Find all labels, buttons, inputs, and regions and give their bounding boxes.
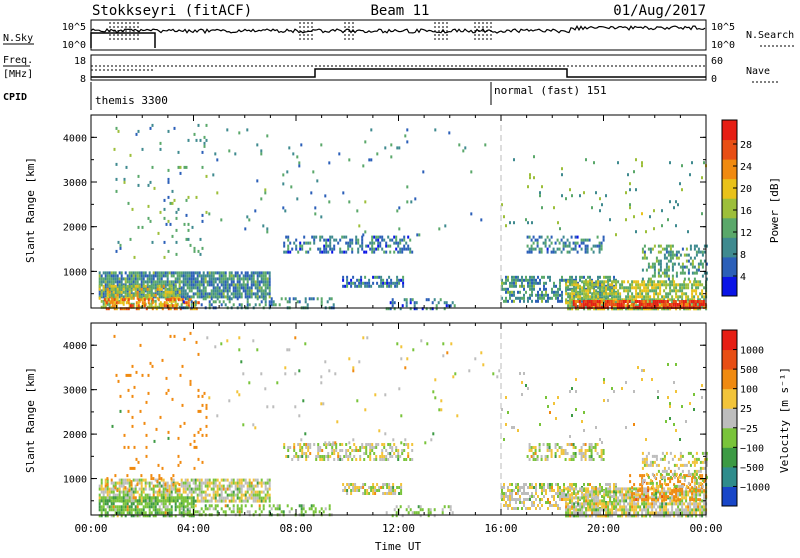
velocity-panel: 1000 2000 3000 4000 00:00 04:00 08:00 12:00 16:0…: [63, 323, 723, 535]
power-y-tick-0: 1000: [63, 267, 87, 278]
power-cbar-tick-2: 12: [740, 228, 752, 239]
velocity-cbar-swatch-4: [722, 408, 737, 428]
power-cbar-swatch-4: [722, 198, 737, 218]
nsky-trace-line: [91, 26, 705, 33]
velocity-cbar-tick-5: −100: [740, 443, 764, 454]
freq-tick-bottom: 8: [80, 74, 86, 85]
velocity-cbar-tick-0: 1000: [740, 346, 764, 357]
power-cbar-swatch-0: [722, 276, 737, 296]
freq-tick-top: 18: [74, 56, 86, 67]
power-cbar-tick-3: 16: [740, 206, 752, 217]
cpid-label: CPID: [3, 92, 27, 103]
radar-title: Stokkseyri (fitACF): [92, 3, 252, 19]
velocity-cbar-tick-1: 500: [740, 365, 758, 376]
x-tick-6: 00:00: [689, 522, 722, 535]
nave-tick-top: 60: [711, 56, 723, 67]
power-cbar-tick-6: 28: [740, 140, 752, 151]
power-panel: 1000 2000 3000 4000: [63, 115, 708, 310]
velocity-colorbar-label: Velocity [m s⁻¹]: [778, 367, 791, 473]
power-cbar-swatch-5: [722, 179, 737, 199]
velocity-cbar-swatch-3: [722, 428, 737, 448]
x-tick-3: 12:00: [382, 522, 415, 535]
velocity-cbar-tick-4: −25: [740, 424, 758, 435]
cpid-mode-2: normal (fast) 151: [494, 84, 607, 97]
velocity-cbar-tick-3: 25: [740, 404, 752, 415]
velocity-cbar-swatch-6: [722, 369, 737, 389]
freq-label: Freq.: [3, 55, 33, 66]
power-y-tick-1: 2000: [63, 223, 87, 234]
velocity-y-tick-2: 3000: [63, 386, 87, 397]
power-colorbar: 4 8 12 16 20 24 28: [722, 120, 752, 297]
freq-trace: [91, 69, 706, 77]
velocity-y-tick-0: 1000: [63, 475, 87, 486]
power-colorbar-label: Power [dB]: [768, 177, 781, 243]
power-y-tick-3: 4000: [63, 133, 87, 144]
velocity-cbar-tick-7: −1000: [740, 482, 770, 493]
power-cbar-swatch-7: [722, 140, 737, 160]
power-cbar-tick-0: 4: [740, 272, 746, 283]
nsearch-tick-top: 10^5: [711, 22, 735, 33]
x-axis-label: Time UT: [375, 540, 422, 553]
date-label: 01/Aug/2017: [613, 3, 706, 19]
power-cbar-swatch-1: [722, 257, 737, 277]
power-cbar-swatch-3: [722, 218, 737, 238]
power-cbar-tick-5: 24: [740, 162, 752, 173]
y-axis-label-velocity: Slant Range [km]: [24, 367, 37, 473]
freq-unit-label: [MHz]: [3, 69, 33, 80]
nsky-strip: N.Sky 10^5 10^0 10^5 10^0 N.Search: [3, 20, 795, 51]
power-y-tick-2: 3000: [63, 178, 87, 189]
velocity-region-5: [342, 483, 402, 495]
freq-nave-strip: Freq. [MHz] 18 8 60 0 Nave: [3, 55, 779, 85]
x-tick-1: 04:00: [177, 522, 210, 535]
velocity-cbar-swatch-2: [722, 447, 737, 467]
x-tick-5: 20:00: [587, 522, 620, 535]
cpid-strip: CPID themis 3300 normal (fast) 151: [3, 82, 607, 110]
velocity-y-tick-3: 4000: [63, 341, 87, 352]
velocity-colorbar: 1000 500 100 25 −25 −100 −500 −1000: [722, 330, 770, 507]
nsky-label: N.Sky: [3, 33, 33, 44]
nsky-tick-bottom: 10^0: [62, 40, 86, 51]
nave-label: Nave: [746, 66, 770, 77]
nave-tick-bottom: 0: [711, 74, 717, 85]
velocity-cbar-swatch-7: [722, 350, 737, 370]
power-cbar-tick-4: 20: [740, 184, 752, 195]
nsearch-tick-bottom: 10^0: [711, 40, 735, 51]
power-cbar-swatch-8: [722, 120, 737, 140]
velocity-y-tick-1: 2000: [63, 430, 87, 441]
velocity-cbar-swatch-1: [722, 467, 737, 487]
nsearch-label: N.Search: [746, 30, 794, 41]
cpid-mode-1: themis 3300: [95, 94, 168, 107]
x-tick-0: 00:00: [74, 522, 107, 535]
power-cbar-tick-1: 8: [740, 250, 746, 261]
velocity-cbar-tick-2: 100: [740, 385, 758, 396]
velocity-cbar-swatch-0: [722, 486, 737, 506]
velocity-cbar-tick-6: −500: [740, 463, 764, 474]
beam-label: Beam 11: [370, 3, 429, 19]
power-cbar-swatch-6: [722, 159, 737, 179]
y-axis-label-power: Slant Range [km]: [24, 157, 37, 263]
nsky-tick-top: 10^5: [62, 22, 86, 33]
velocity-cbar-swatch-5: [722, 389, 737, 409]
x-tick-4: 16:00: [484, 522, 517, 535]
velocity-cbar-swatch-8: [722, 330, 737, 350]
x-tick-2: 08:00: [279, 522, 312, 535]
